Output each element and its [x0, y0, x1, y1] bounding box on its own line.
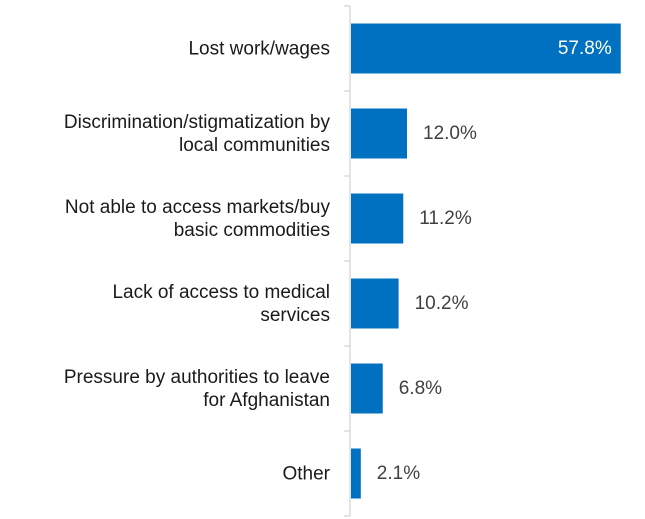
bar: [351, 448, 361, 499]
bar: [351, 278, 399, 329]
category-label: Not able to access markets/buy basic comm…: [65, 197, 331, 241]
bar: [351, 363, 383, 414]
bar: [351, 23, 621, 74]
category-axis: [344, 5, 351, 517]
bar: [351, 193, 404, 244]
category-label: Other: [282, 463, 330, 484]
bars: [351, 23, 621, 499]
value-label: 12.0%: [423, 123, 477, 144]
value-label: 10.2%: [415, 293, 469, 314]
value-label: 57.8%: [558, 38, 612, 59]
category-label: Discrimination/stigmatization by local co…: [64, 112, 331, 156]
value-label: 2.1%: [377, 463, 420, 484]
category-label: Lost work/wages: [188, 38, 330, 59]
bar: [351, 108, 407, 159]
value-labels: 57.8% 12.0% 11.2% 10.2% 6.8% 2.1%: [377, 38, 612, 484]
category-label: Pressure by authorities to leave for Afgh…: [64, 367, 330, 411]
category-labels: Lost work/wages Discrimination/stigmatiza…: [64, 38, 331, 484]
value-label: 11.2%: [419, 208, 472, 229]
value-label: 6.8%: [399, 378, 442, 399]
category-label: Lack of access to medical services: [112, 282, 330, 326]
